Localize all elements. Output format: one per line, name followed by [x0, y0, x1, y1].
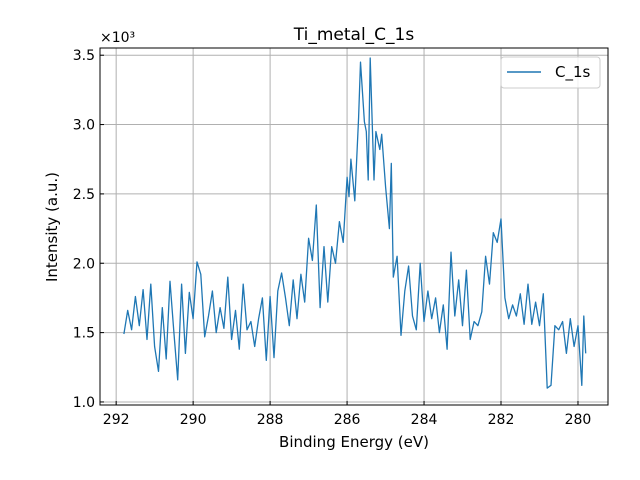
x-tick-label: 292 [103, 412, 130, 428]
axes-frame [99, 47, 609, 406]
y-tick-label: 3.0 [73, 118, 95, 134]
x-tick-label: 284 [411, 412, 438, 428]
series-layer [123, 57, 587, 389]
x-tick-label: 280 [565, 412, 592, 428]
y-tick-label: 1.5 [73, 326, 95, 342]
x-tick-label: 282 [488, 412, 515, 428]
x-tick-label: 290 [180, 412, 207, 428]
legend-box [500, 56, 601, 89]
series-line-C_1s [123, 57, 587, 389]
y-tick-label: 2.0 [73, 256, 95, 272]
y-tick-label: 3.5 [73, 48, 95, 64]
y-axis-label: Intensity (a.u.) [43, 172, 61, 282]
x-tick-label: 286 [334, 412, 361, 428]
legend-label: C_1s [555, 63, 591, 82]
x-tick-label: 288 [257, 412, 284, 428]
x-axis-label: Binding Energy (eV) [279, 433, 429, 451]
y-tick-label: 2.5 [73, 187, 95, 203]
y-offset-label: ×10³ [100, 30, 135, 46]
chart-title: Ti_metal_C_1s [293, 25, 415, 45]
ticks: 292 290 288 286 284 282 280 1.0 1.5 2.0 2.5 3.0 3.5 [73, 48, 592, 428]
legend: C_1s [500, 56, 601, 89]
y-tick-label: 1.0 [73, 395, 95, 411]
